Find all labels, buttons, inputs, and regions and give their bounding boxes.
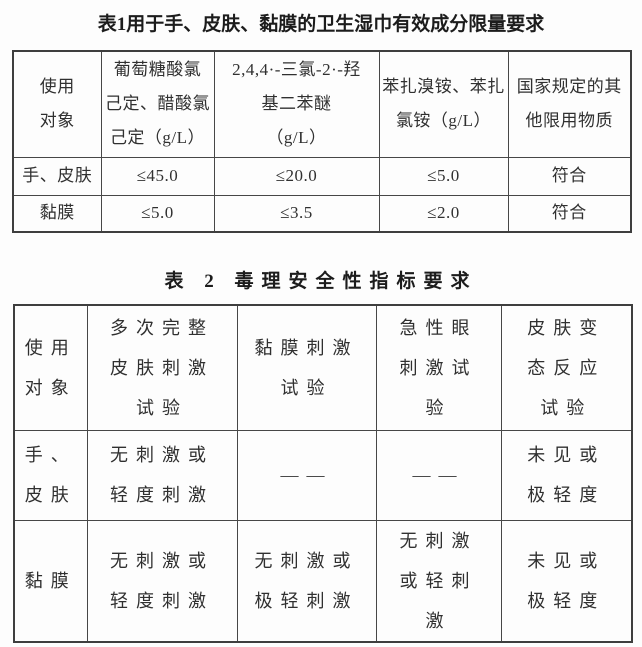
- table1-header-other-restricted: 国家规定的其 他限用物质: [507, 50, 632, 158]
- table2-header-row: 使用 对象 多次完整 皮肤刺激 试验 黏膜刺激 试验 急性眼 刺激试 验 皮肤变…: [13, 304, 633, 431]
- table1-cell-value: 符合: [507, 156, 632, 196]
- table2-cell-value: 无刺激或 极轻刺激: [236, 519, 377, 642]
- table2-cell-value: 无刺激或 轻度刺激: [86, 429, 238, 521]
- table1-header-usage-object: 使用 对象: [12, 50, 102, 158]
- table1-header-chlorhexidine: 葡萄糖酸氯 己定、醋酸氯 己定（g/L）: [100, 50, 215, 158]
- table2-title: 表 2 毒理安全性指标要求: [164, 271, 478, 292]
- table1-cell-value: ≤2.0: [378, 194, 509, 233]
- table2-header-usage-object: 使用 对象: [13, 304, 88, 431]
- table2-cell-dash: ——: [236, 429, 377, 521]
- table1-cell-value: ≤5.0: [378, 156, 509, 196]
- table1-row-mucosa: 黏膜 ≤5.0 ≤3.5 ≤2.0 符合: [12, 194, 632, 233]
- table1-row-hands-skin: 手、皮肤 ≤45.0 ≤20.0 ≤5.0 符合: [12, 156, 632, 196]
- table1-header-benzalkonium: 苯扎溴铵、苯扎 氯铵（g/L）: [378, 50, 509, 158]
- table2-cell-label: 黏膜: [13, 519, 88, 642]
- table2-row-hands-skin: 手、 皮肤 无刺激或 轻度刺激 —— —— 未见或 极轻度: [13, 429, 633, 521]
- table2-cell-value: 无刺激 或轻刺 激: [375, 519, 502, 642]
- table1-cell-label: 手、皮肤: [12, 156, 102, 196]
- table2-row-mucosa: 黏膜 无刺激或 轻度刺激 无刺激或 极轻刺激 无刺激 或轻刺 激 未见或 极轻度: [13, 519, 633, 642]
- table1-cell-value: ≤3.5: [213, 194, 380, 233]
- table2-cell-value: 未见或 极轻度: [500, 519, 633, 642]
- table1-title: 表1用于手、皮肤、黏膜的卫生湿巾有效成分限量要求: [97, 14, 545, 35]
- table2-cell-value: 无刺激或 轻度刺激: [86, 519, 238, 642]
- table2-header-mucosa-irritation-test: 黏膜刺激 试验: [236, 304, 377, 431]
- table1-header-row: 使用 对象 葡萄糖酸氯 己定、醋酸氯 己定（g/L） 2,4,4·-三氯-2·-…: [12, 50, 632, 158]
- table2-header-skin-irritation-test: 多次完整 皮肤刺激 试验: [86, 304, 238, 431]
- table1-cell-value: ≤5.0: [100, 194, 215, 233]
- table1-header-triclosan: 2,4,4·-三氯-2·-羟 基二苯醚 （g/L）: [213, 50, 380, 158]
- table2-toxicology-safety-indicators: 使用 对象 多次完整 皮肤刺激 试验 黏膜刺激 试验 急性眼 刺激试 验 皮肤变…: [13, 304, 633, 643]
- table1-cell-value: 符合: [507, 194, 632, 233]
- table1-cell-value: ≤45.0: [100, 156, 215, 196]
- table1-active-ingredient-limits: 使用 对象 葡萄糖酸氯 己定、醋酸氯 己定（g/L） 2,4,4·-三氯-2·-…: [12, 50, 632, 233]
- table2-header-eye-irritation-test: 急性眼 刺激试 验: [375, 304, 502, 431]
- table1-cell-value: ≤20.0: [213, 156, 380, 196]
- table2-cell-value: 未见或 极轻度: [500, 429, 633, 521]
- table1-cell-label: 黏膜: [12, 194, 102, 233]
- table2-header-skin-allergy-test: 皮肤变 态反应 试验: [500, 304, 633, 431]
- table2-cell-dash: ——: [375, 429, 502, 521]
- table2-cell-label: 手、 皮肤: [13, 429, 88, 521]
